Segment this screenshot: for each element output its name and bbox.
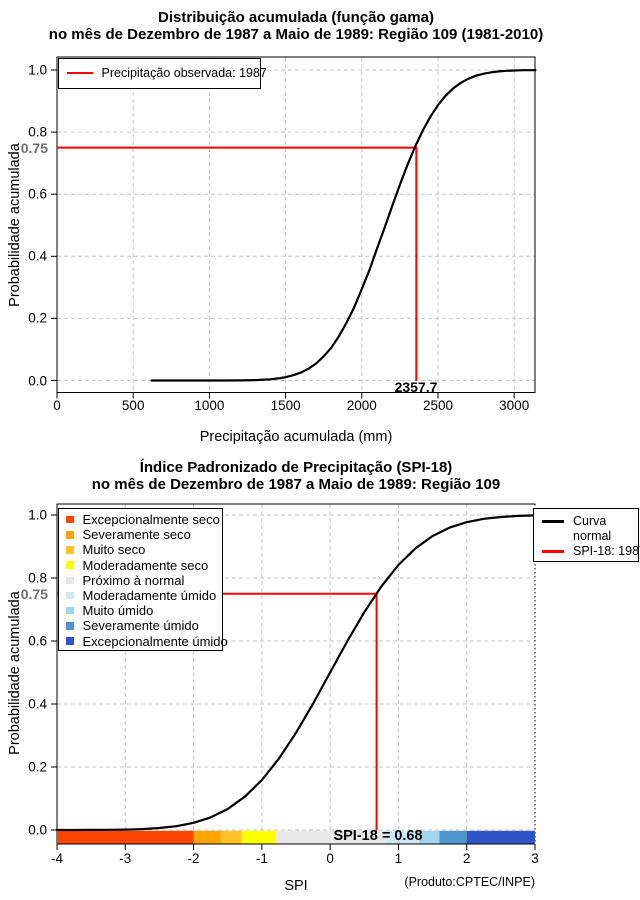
category-color-swatch-icon <box>66 531 74 539</box>
bottom-chart-title-line1: Índice Padronizado de Precipitação (SPI-… <box>139 459 453 476</box>
x-tick-label: 2500 <box>422 398 454 413</box>
spi-category-bar-segment <box>466 830 535 844</box>
curve-legend: Curva normal SPI-18: 1987 <box>533 508 640 562</box>
x-tick-label: -2 <box>187 851 200 866</box>
top-ref-precipitation-label: 2357.7 <box>394 379 438 395</box>
category-label: Moderadamente seco <box>82 557 209 573</box>
spi-category-legend: Excepcionalmente seco Severamente seco Mui… <box>58 508 228 651</box>
category-label: Severamente seco <box>82 527 191 543</box>
x-tick-label: 500 <box>121 398 145 413</box>
category-label: Excepcionalmente úmido <box>82 633 228 649</box>
category-color-swatch-icon <box>66 591 74 600</box>
category-label: Muito seco <box>82 542 146 558</box>
spi-value-annotation: SPI-18 = 0.68 <box>333 828 423 844</box>
y-tick-label: 1.0 <box>28 62 47 78</box>
observed-precipitation-line-swatch <box>66 71 93 75</box>
x-tick-label: -1 <box>255 851 268 866</box>
spi-category-bar-segment <box>241 830 276 844</box>
top-x-axis-title: Precipitação acumulada (mm) <box>199 429 393 445</box>
y-tick-label: 0.6 <box>28 186 47 202</box>
spi-category-bar-segment <box>220 830 242 844</box>
spi-category-legend-item: Excepcionalmente seco <box>66 512 222 527</box>
y-tick-label: 0.2 <box>28 759 47 775</box>
category-label: Muito úmido <box>82 603 154 619</box>
curve-legend-label: Curva normal <box>573 514 612 543</box>
y-tick-label: 0.0 <box>28 822 47 838</box>
spi-category-bar-segment <box>418 830 440 844</box>
bottom-x-axis-title: SPI <box>284 878 308 894</box>
plot-box <box>56 56 536 393</box>
spi-category-legend-item: Severamente úmido <box>66 618 222 633</box>
reference-line <box>57 146 418 381</box>
x-tick-label: 1 <box>394 851 403 866</box>
category-label: Severamente úmido <box>82 618 199 634</box>
y-tick-label: 0.2 <box>28 310 47 326</box>
spi-category-bar-segment <box>275 830 385 844</box>
y-tick-label: 1.0 <box>28 507 47 523</box>
x-tick-label: 2000 <box>346 398 377 413</box>
legend-line-swatch <box>542 550 564 553</box>
spi-category-legend-item: Próximo à normal <box>66 573 222 588</box>
y-tick-label: 0.4 <box>28 248 47 264</box>
y-tick-label: 0.8 <box>28 570 47 586</box>
bottom-chart-title: Índice Padronizado de Precipitação (SPI-… <box>0 459 602 493</box>
category-color-swatch-icon <box>66 546 74 554</box>
category-color-swatch-icon <box>66 622 74 630</box>
spi-category-bar-segment <box>384 830 419 844</box>
x-tick-label: 1000 <box>194 398 225 413</box>
spi-category-bar-segment <box>57 830 194 844</box>
top-legend: Precipitação observada: 1987 <box>57 57 267 89</box>
curve-legend-label: SPI-18: 1987 <box>573 544 640 558</box>
spi-category-legend-item: Muito seco <box>66 542 222 557</box>
legend-line-swatch <box>542 520 564 523</box>
top-ref-probability-label: 0.75 <box>20 139 48 156</box>
bottom-chart-title-line2: no mês de Dezembro de 1987 a Maio de 198… <box>91 476 501 493</box>
y-tick-label: 0.6 <box>28 633 47 649</box>
spi-category-legend-item: Moderadamente seco <box>66 558 222 573</box>
top-legend-item: Precipitação observada: 1987 <box>66 66 267 80</box>
top-chart-title: Distribuição acumulada (função gama) no … <box>0 9 602 43</box>
gamma-cdf-curve <box>150 68 537 382</box>
spi-category-bar-segment <box>439 830 467 844</box>
x-tick-label: 2 <box>462 851 471 866</box>
spi-category-legend-item: Excepcionalmente úmido <box>66 634 228 649</box>
category-color-swatch-icon <box>66 561 74 569</box>
x-tick-label: -3 <box>119 851 132 866</box>
source-note: (Produto:CPTEC/INPE) <box>404 875 535 889</box>
top-chart-title-line1: Distribuição acumulada (função gama) <box>158 9 434 26</box>
spi-category-legend-item: Moderadamente úmido <box>66 588 222 603</box>
spi-category-legend-item: Muito úmido <box>66 603 222 618</box>
y-tick-label: 0.8 <box>28 124 47 140</box>
bottom-ref-probability-label: 0.75 <box>20 585 48 602</box>
x-tick-label: 3000 <box>499 398 530 413</box>
category-label: Próximo à normal <box>82 572 185 588</box>
x-tick-label: 3 <box>531 851 539 866</box>
x-tick-label: 0 <box>326 851 334 866</box>
y-tick-label: 0.0 <box>28 373 47 388</box>
category-color-swatch-icon <box>66 606 74 615</box>
category-label: Moderadamente úmido <box>82 588 217 604</box>
x-tick-label: 1500 <box>270 398 301 413</box>
spi-category-bar-segment <box>193 830 221 844</box>
curve-legend-item: Curva normal <box>542 514 638 544</box>
normal-cdf-curve <box>55 514 537 832</box>
category-color-swatch-icon <box>66 576 74 585</box>
top-legend-label: Precipitação observada: 1987 <box>101 66 267 80</box>
category-color-swatch-icon <box>66 515 74 524</box>
y-tick-label: 0.4 <box>28 696 47 712</box>
category-color-swatch-icon <box>66 637 74 645</box>
spi-category-legend-item: Severamente seco <box>66 527 222 542</box>
category-label: Excepcionalmente seco <box>82 512 220 528</box>
x-tick-label: 0 <box>53 398 61 413</box>
top-chart-title-line2: no mês de Dezembro de 1987 a Maio de 198… <box>48 26 544 43</box>
bottom-y-axis-title: Probabilidade acumulada <box>7 591 23 755</box>
curve-legend-item: SPI-18: 1987 <box>542 544 640 559</box>
x-tick-label: -4 <box>50 851 64 866</box>
